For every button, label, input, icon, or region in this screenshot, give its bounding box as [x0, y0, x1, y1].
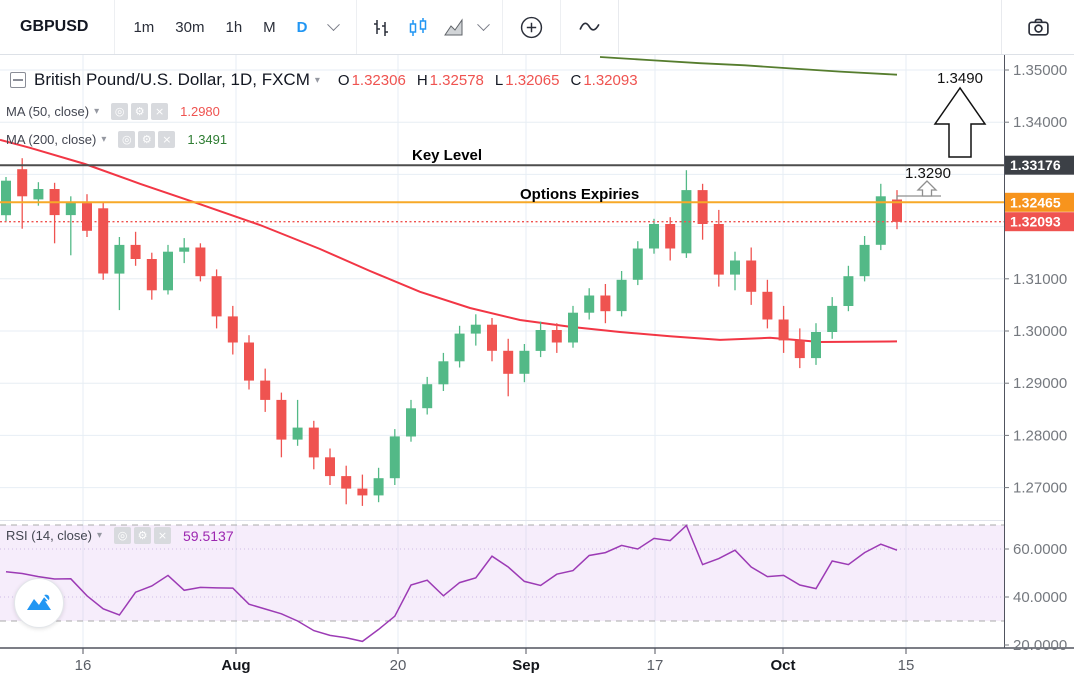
close-icon[interactable]: ×	[151, 103, 169, 120]
chevron-down-icon[interactable]: ▾	[101, 134, 107, 145]
timeframe-30m[interactable]: 30m	[175, 18, 205, 36]
big-up-arrow[interactable]	[933, 86, 987, 158]
ma50-label[interactable]: MA (50, close)	[6, 104, 90, 119]
small-up-arrow[interactable]	[916, 180, 938, 197]
chevron-down-icon[interactable]	[326, 17, 340, 31]
rsi-value: 59.5137	[183, 527, 234, 544]
svg-text:15: 15	[898, 657, 915, 674]
low-value: 1.32065	[505, 71, 560, 89]
ma200-line[interactable]	[599, 56, 898, 76]
top-toolbar: GBPUSD 1m 30m 1h M D	[0, 0, 1074, 55]
ma200-label[interactable]: MA (200, close)	[6, 132, 97, 147]
ohlc-values: O 1.32306 H 1.32578 L 1.32065 C 1.32093	[338, 72, 649, 89]
target-bracket-line[interactable]	[896, 195, 941, 200]
target-low-label[interactable]: 1.3290	[905, 165, 951, 182]
high-label: H	[416, 71, 428, 89]
close-label: C	[570, 71, 582, 89]
low-label: L	[494, 71, 504, 89]
chevron-down-icon[interactable]: ▾	[96, 530, 103, 541]
target-high-label[interactable]: 1.3490	[937, 70, 983, 87]
ma50-value: 1.2980	[180, 104, 220, 119]
indicator-row-rsi: RSI (14, close) ▾ ◎ ⚙ × 59.5137	[6, 527, 234, 544]
rsi-line[interactable]	[5, 524, 898, 643]
svg-text:1.29000: 1.29000	[1013, 375, 1067, 392]
close-icon[interactable]: ×	[154, 527, 172, 544]
chevron-down-icon[interactable]: ▾	[94, 106, 100, 117]
compare-button[interactable]	[503, 0, 560, 54]
toolbar-separator	[114, 0, 116, 54]
toolbar-main-group: GBPUSD 1m 30m 1h M D	[0, 0, 619, 54]
bars-style-icon[interactable]	[371, 17, 392, 38]
level-lines[interactable]	[0, 164, 1004, 223]
gear-icon[interactable]: ⚙	[131, 103, 149, 120]
visibility-icon[interactable]: ◎	[111, 103, 129, 120]
svg-text:20.0000: 20.0000	[1013, 637, 1067, 654]
svg-text:20: 20	[390, 657, 407, 674]
svg-text:1.31000: 1.31000	[1013, 271, 1067, 288]
snapshot-button[interactable]	[1001, 0, 1074, 54]
toolbar-separator	[559, 0, 561, 54]
svg-text:1.30000: 1.30000	[1013, 323, 1067, 340]
area-style-icon[interactable]	[443, 17, 464, 38]
gear-icon[interactable]: ⚙	[134, 527, 152, 544]
timeframe-group: 1m 30m 1h M D	[115, 17, 355, 36]
ma200-value: 1.3491	[187, 132, 228, 147]
toolbar-separator	[501, 0, 503, 54]
tradingview-logo[interactable]	[14, 578, 64, 628]
svg-text:60.0000: 60.0000	[1013, 541, 1067, 558]
close-value: 1.32093	[583, 71, 638, 89]
rsi-label[interactable]: RSI (14, close)	[6, 528, 92, 543]
svg-text:1.32093: 1.32093	[1010, 214, 1061, 230]
candles-style-icon[interactable]	[407, 17, 428, 38]
svg-text:Oct: Oct	[770, 657, 795, 674]
visibility-icon[interactable]: ◎	[118, 131, 136, 148]
time-axis[interactable]: 16 Aug 20 Sep 17 Oct 15	[75, 648, 915, 674]
key-level-label[interactable]: Key Level	[412, 147, 482, 164]
svg-text:16: 16	[75, 657, 92, 674]
options-expiries-label[interactable]: Options Expiries	[520, 186, 639, 203]
svg-text:1.34000: 1.34000	[1013, 114, 1067, 131]
svg-text:1.33176: 1.33176	[1010, 157, 1061, 173]
svg-text:40.0000: 40.0000	[1013, 589, 1067, 606]
high-value: 1.32578	[429, 71, 484, 89]
svg-text:Aug: Aug	[221, 657, 250, 674]
chevron-down-icon[interactable]: ▾	[314, 74, 320, 86]
ma50-line[interactable]	[0, 138, 898, 344]
svg-text:1.27000: 1.27000	[1013, 480, 1067, 497]
timeframe-D[interactable]: D	[296, 18, 308, 36]
open-label: O	[337, 71, 350, 89]
indicator-row-ma50: MA (50, close) ▾ ◎ ⚙ × 1.2980	[6, 103, 220, 120]
collapse-pane-icon[interactable]	[10, 72, 26, 88]
open-value: 1.32306	[351, 71, 406, 89]
chart-style-group	[357, 17, 502, 38]
svg-text:Sep: Sep	[512, 657, 540, 674]
indicators-button[interactable]	[561, 0, 618, 54]
camera-icon	[1027, 18, 1049, 36]
svg-text:1.35000: 1.35000	[1013, 62, 1067, 79]
annotations-layer: Key Level Options Expiries 1.3290 1.3490	[412, 70, 987, 203]
close-icon[interactable]: ×	[158, 131, 176, 148]
svg-text:17: 17	[647, 657, 664, 674]
timeframe-1m[interactable]: 1m	[133, 18, 155, 36]
chart-title[interactable]: British Pound/U.S. Dollar, 1D, FXCM	[34, 70, 310, 89]
symbol-button[interactable]: GBPUSD	[20, 18, 89, 35]
svg-text:1.32465: 1.32465	[1010, 194, 1061, 210]
svg-text:1.28000: 1.28000	[1013, 427, 1067, 444]
visibility-icon[interactable]: ◎	[114, 527, 132, 544]
timeframe-1h[interactable]: 1h	[225, 18, 243, 36]
indicator-row-ma200: MA (200, close) ▾ ◎ ⚙ × 1.3491	[6, 131, 227, 148]
gear-icon[interactable]: ⚙	[138, 131, 156, 148]
logo-mountains-icon	[27, 594, 51, 610]
toolbar-separator	[355, 0, 357, 54]
candlestick-series[interactable]	[1, 158, 902, 506]
chart-canvas[interactable]: 1.35000 1.34000 1.31000 1.30000 1.29000 1.280…	[0, 54, 1074, 674]
chevron-down-icon[interactable]	[476, 17, 490, 31]
price-axis-badges: 1.33176 1.32465 1.32093	[1005, 155, 1074, 232]
timeframe-M[interactable]: M	[263, 18, 276, 36]
price-axis[interactable]: 1.35000 1.34000 1.31000 1.30000 1.29000 1.280…	[1004, 62, 1067, 654]
